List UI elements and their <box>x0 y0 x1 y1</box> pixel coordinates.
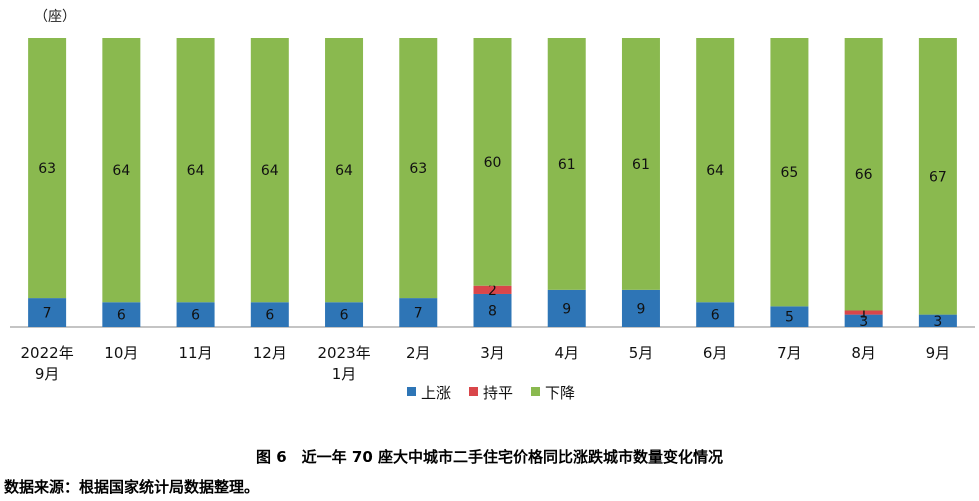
data-label: 9 <box>637 301 646 317</box>
x-tick-label: 1月 <box>332 365 357 383</box>
data-label: 64 <box>335 163 353 179</box>
bar-segment-下降 <box>473 38 512 286</box>
data-label: 5 <box>785 310 794 326</box>
data-label: 3 <box>933 314 942 330</box>
bar-segment-上涨 <box>696 302 735 327</box>
legend-swatch <box>407 387 416 396</box>
bar-segment-下降 <box>28 38 67 299</box>
data-source-note: 数据来源：根据国家统计局数据整理。 <box>4 478 260 496</box>
data-label: 63 <box>38 161 56 177</box>
data-label: 6 <box>340 308 349 324</box>
x-tick-label: 9月 <box>926 344 951 362</box>
data-label: 6 <box>191 308 200 324</box>
data-label: 7 <box>414 306 423 322</box>
bar-segment-上涨 <box>28 298 67 327</box>
bar-segment-下降 <box>399 38 438 299</box>
data-label: 3 <box>859 314 868 330</box>
bar-segment-下降 <box>621 38 660 290</box>
bar-segment-上涨 <box>621 289 660 327</box>
x-tick-label: 2023年 <box>317 344 370 362</box>
data-label: 63 <box>409 161 427 177</box>
x-tick-label: 2月 <box>406 344 431 362</box>
x-tick-label: 2022年 <box>21 344 74 362</box>
data-label: 9 <box>562 301 571 317</box>
x-tick-label: 3月 <box>480 344 505 362</box>
legend-label: 下降 <box>545 384 575 402</box>
data-label: 64 <box>187 163 205 179</box>
x-tick-label: 10月 <box>104 344 138 362</box>
stacked-bar-chart: 70632022年9月606410月606411月606412月60642023… <box>10 38 975 402</box>
bar-segment-下降 <box>844 38 883 311</box>
data-label: 60 <box>484 155 502 171</box>
bar-segment-上涨 <box>102 302 141 327</box>
bar-segment-持平 <box>473 285 512 294</box>
bar-segment-下降 <box>696 38 735 303</box>
bar-segment-下降 <box>770 38 809 307</box>
bar-segment-上涨 <box>770 306 809 327</box>
x-tick-label: 11月 <box>179 344 213 362</box>
y-unit-label: （座） <box>34 9 76 25</box>
bar-segment-下降 <box>176 38 215 303</box>
x-tick-label: 6月 <box>703 344 728 362</box>
bar-segment-下降 <box>250 38 289 303</box>
bar-segment-上涨 <box>325 302 364 327</box>
data-label: 61 <box>558 157 576 173</box>
bar-segment-下降 <box>102 38 141 303</box>
data-label: 65 <box>781 165 799 181</box>
data-label: 7 <box>43 306 52 322</box>
x-tick-label: 7月 <box>777 344 802 362</box>
legend-label: 上涨 <box>421 384 451 402</box>
x-tick-label: 12月 <box>253 344 287 362</box>
x-tick-label: 4月 <box>554 344 579 362</box>
x-tick-label: 8月 <box>851 344 876 362</box>
bar-segment-上涨 <box>250 302 289 327</box>
data-label: 64 <box>112 163 130 179</box>
bar-segment-持平 <box>844 310 883 315</box>
bar-segment-下降 <box>547 38 586 290</box>
data-label: 6 <box>265 308 274 324</box>
bar-segment-上涨 <box>547 289 586 327</box>
legend-swatch <box>469 387 478 396</box>
data-label: 8 <box>488 303 497 319</box>
bar-segment-上涨 <box>473 293 512 327</box>
data-label: 66 <box>855 167 873 183</box>
data-label: 6 <box>711 308 720 324</box>
legend-swatch <box>531 387 540 396</box>
data-label: 67 <box>929 169 947 185</box>
data-label: 2 <box>488 283 497 299</box>
bar-segment-上涨 <box>918 314 957 327</box>
legend-label: 持平 <box>483 384 513 402</box>
figure-caption: 图 6 近一年 70 座大中城市二手住宅价格同比涨跌城市数量变化情况 <box>256 448 723 466</box>
data-label: 61 <box>632 157 650 173</box>
data-label: 6 <box>117 308 126 324</box>
x-tick-label: 5月 <box>629 344 654 362</box>
bar-segment-上涨 <box>844 314 883 327</box>
data-label: 64 <box>706 163 724 179</box>
bar-segment-上涨 <box>176 302 215 327</box>
bar-segment-下降 <box>918 38 957 315</box>
bar-segment-上涨 <box>399 298 438 327</box>
data-label: 1 <box>859 306 868 322</box>
bar-segment-下降 <box>325 38 364 303</box>
x-tick-label: 9月 <box>35 365 60 383</box>
data-label: 64 <box>261 163 279 179</box>
